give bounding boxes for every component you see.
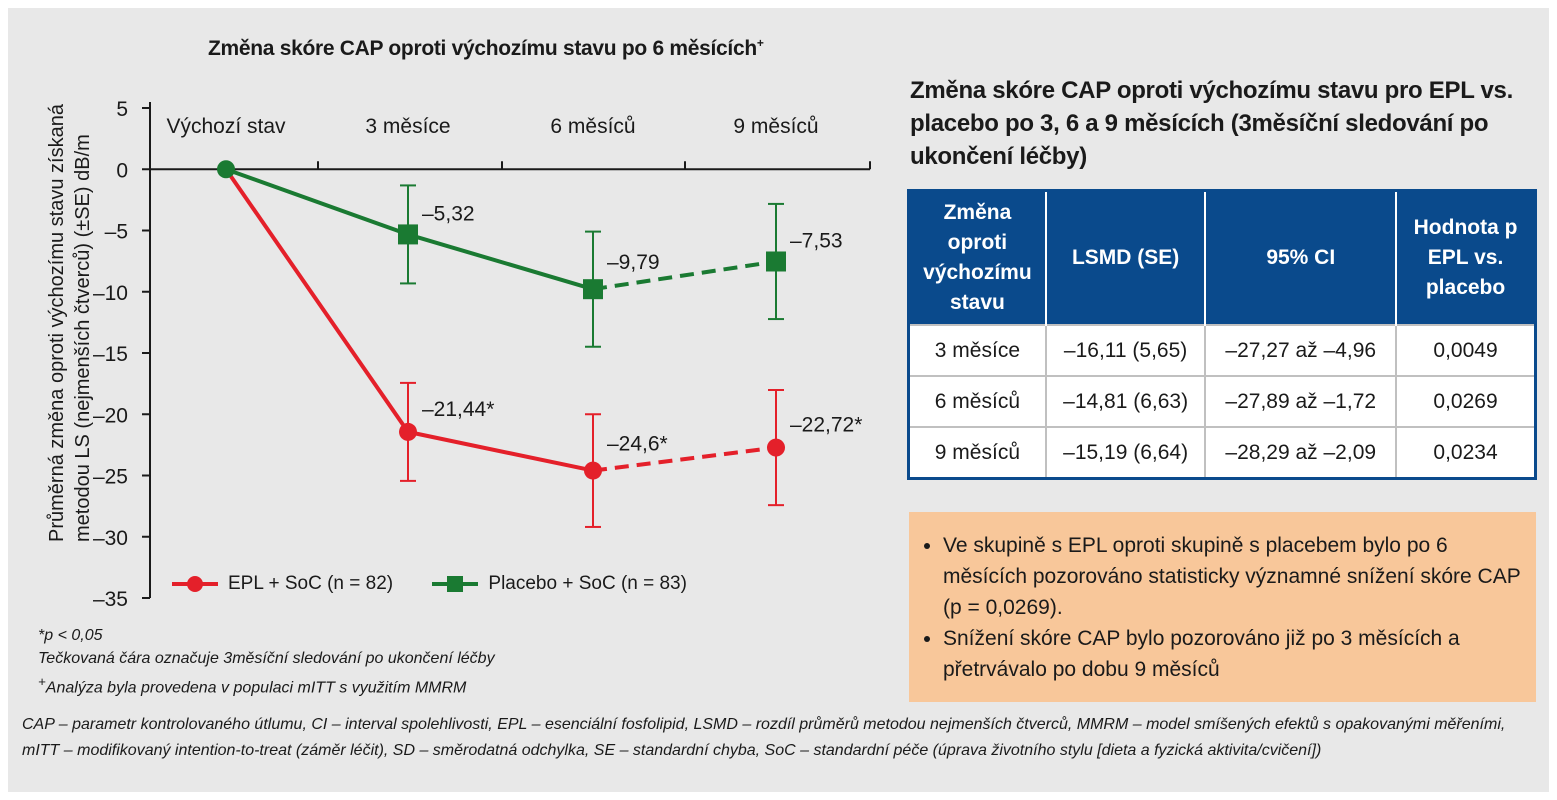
legend-placebo-label: Placebo + SoC (n = 83) (488, 573, 687, 594)
data-point-epl (399, 422, 417, 441)
table-header-row: Změna oproti výchozímu stavu LSMD (SE) 9… (908, 190, 1536, 325)
y-axis-label: Průměrná změna oproti výchozímu stavu zí… (44, 104, 96, 542)
summary-box: Ve skupině s EPL oproti skupině s placeb… (909, 512, 1536, 702)
y-axis-label-line2: metodou LS (nejmenších čtverců) (±SE) dB… (72, 134, 94, 542)
table-header-cell: LSMD (SE) (1044, 190, 1206, 325)
note-significance: *p < 0,05 (38, 627, 103, 644)
series-line-segment (225, 167, 409, 237)
y-tick-label: –5 (105, 221, 128, 244)
legend-item-epl: EPL + SoC (n = 82) (170, 573, 393, 595)
x-category-label: 6 měsíců (550, 115, 635, 138)
data-point-placebo (583, 279, 603, 300)
x-category-label: Výchozí stav (166, 115, 286, 138)
data-point-epl (767, 438, 785, 457)
table-cell: –27,27 až –4,96 (1204, 324, 1397, 376)
table-header-cell: 95% CI (1204, 190, 1397, 325)
data-point-placebo (398, 224, 418, 245)
table-header-cell: Hodnota p EPL vs. placebo (1395, 190, 1536, 325)
table-cell: –14,81 (6,63) (1044, 375, 1206, 427)
table-cell: 9 měsíců (908, 426, 1046, 479)
y-tick-label: –25 (93, 466, 128, 489)
legend-item-placebo: Placebo + SoC (n = 83) (430, 573, 687, 595)
abbreviations-footnote: CAP – parametr kontrolovaného útlumu, CI… (22, 716, 1506, 759)
data-point-epl (584, 461, 602, 480)
series-line-segment (407, 232, 594, 292)
y-tick-label: –20 (93, 404, 128, 427)
data-label: –22,72* (790, 414, 862, 437)
note-analysis-marker: + (38, 674, 46, 689)
series-line-segment (592, 445, 777, 473)
results-table: Změna oproti výchozímu stavu LSMD (SE) 9… (907, 189, 1537, 480)
x-category-label: 9 měsíců (733, 115, 818, 138)
table-cell: –15,19 (6,64) (1044, 426, 1206, 479)
chart-notes: *p < 0,05 Tečkovaná čára označuje 3měsíč… (38, 624, 495, 699)
data-label: –24,6* (607, 433, 668, 456)
y-tick-label: –30 (93, 527, 128, 550)
legend-placebo-swatch (432, 576, 479, 592)
table-header-cell: Změna oproti výchozímu stavu (908, 190, 1046, 325)
y-axis-label-line1: Průměrná změna oproti výchozímu stavu zí… (46, 104, 68, 542)
data-label: –9,79 (607, 251, 660, 274)
table-cell: 0,0234 (1395, 426, 1536, 479)
table-cell: 3 měsíce (908, 324, 1046, 376)
data-label: –7,53 (790, 229, 843, 252)
table-cell: 0,0269 (1395, 375, 1536, 427)
chart-legend: EPL + SoC (n = 82) Placebo + SoC (n = 83… (170, 573, 719, 600)
table-cell: 0,0049 (1395, 324, 1536, 376)
table-cell: –27,89 až –1,72 (1204, 375, 1397, 427)
series-line-segment (407, 429, 594, 473)
data-label: –21,44* (422, 398, 494, 421)
table-row: 9 měsíců –15,19 (6,64) –28,29 až –2,09 0… (908, 426, 1536, 479)
y-tick-label: –15 (93, 343, 128, 366)
summary-point: Ve skupině s EPL oproti skupině s placeb… (943, 530, 1524, 623)
line-chart: 5 0 –5 –10 –15 –20 –25 –30 –35 Výchozí stav 3 měsí… (93, 98, 871, 611)
table-cell: –28,29 až –2,09 (1204, 426, 1397, 479)
table-row: 6 měsíců –14,81 (6,63) –27,89 až –1,72 0… (908, 375, 1536, 427)
data-point-baseline (217, 160, 235, 179)
table-cell: –16,11 (5,65) (1044, 324, 1206, 376)
y-tick-label: –35 (93, 588, 128, 611)
legend-epl-swatch (172, 576, 218, 592)
note-analysis: +Analýza byla provedena v populaci mITT … (38, 674, 467, 697)
data-point-placebo (766, 251, 786, 272)
footnote-area: CAP – parametr kontrolovaného útlumu, CI… (8, 708, 1549, 792)
data-label: –5,32 (422, 202, 475, 225)
legend-epl-label: EPL + SoC (n = 82) (228, 573, 394, 594)
y-tick-label: 0 (116, 159, 128, 182)
table-row: 3 měsíce –16,11 (5,65) –27,27 až –4,96 0… (908, 324, 1536, 376)
x-category-label: 3 měsíce (365, 115, 450, 138)
chart-title-marker: + (756, 36, 764, 50)
series-line-segment (224, 168, 410, 434)
chart-title: Změna skóre CAP oproti výchozímu stavu p… (208, 36, 764, 60)
note-dashed-line: Tečkovaná čára označuje 3měsíční sledová… (38, 650, 495, 667)
figure-panel: Změna skóre CAP oproti výchozímu stavu p… (8, 8, 1549, 708)
table-cell: 6 měsíců (908, 375, 1046, 427)
y-tick-label: –10 (93, 282, 128, 305)
y-tick-label: 5 (116, 98, 128, 121)
summary-point: Snížení skóre CAP bylo pozorováno již po… (943, 623, 1524, 685)
table-title: Změna skóre CAP oproti výchozímu stavu p… (910, 77, 1513, 170)
series-line-segment (592, 259, 777, 292)
